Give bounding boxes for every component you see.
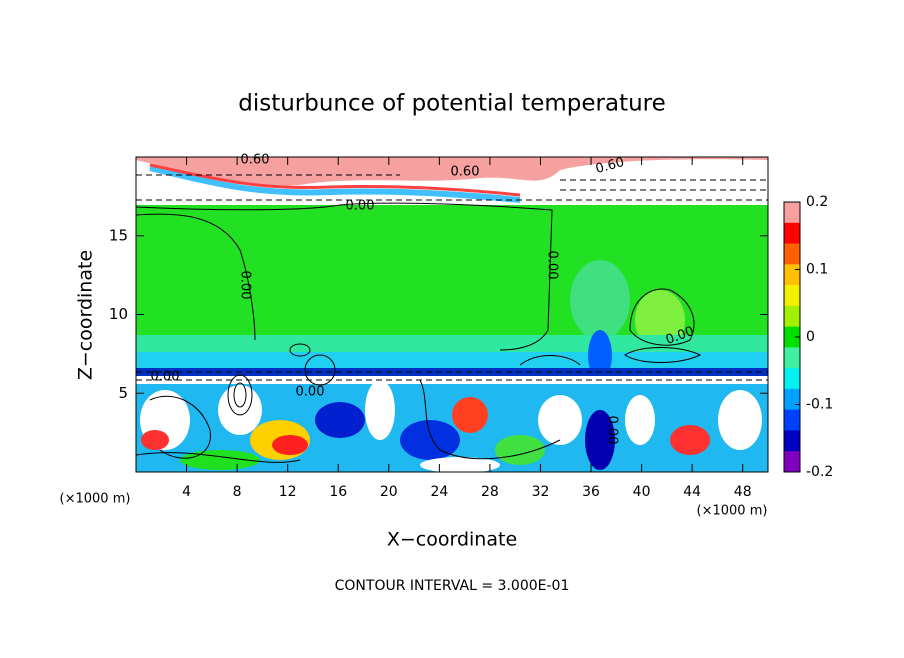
- y-tick-label: 15: [109, 226, 128, 244]
- colorbar-swatch: [784, 222, 800, 245]
- colorbar-swatch: [784, 430, 800, 452]
- colorbar-tick-label: 0.2: [806, 194, 828, 210]
- colorbar-tick-label: -0.1: [806, 397, 833, 413]
- colorbar-swatch: [784, 285, 800, 307]
- footer: CONTOUR INTERVAL = 3.000E-01: [335, 578, 570, 594]
- chart-title: disturbunce of potential temperature: [238, 91, 666, 117]
- y-axis-label: Z−coordinate: [75, 250, 97, 380]
- colorbar-tick-label: 0.1: [806, 262, 828, 278]
- x-unit: (×1000 m): [60, 492, 131, 507]
- contour-label: 0.00: [151, 370, 180, 385]
- y-tick-label: 10: [109, 305, 128, 323]
- colorbar-swatch: [784, 243, 800, 265]
- colorbar-swatch: [784, 388, 800, 411]
- x-tick-label: 12: [279, 484, 297, 500]
- x-tick-label: 20: [380, 484, 398, 500]
- contour-label: 0.00: [238, 271, 253, 300]
- colorbar-swatch: [784, 409, 800, 431]
- contour-label: 0.00: [346, 199, 375, 214]
- x-tick-label: 24: [430, 484, 448, 500]
- contour-label: 0.60: [241, 153, 270, 168]
- x-tick-label: 36: [582, 484, 600, 500]
- x-tick-label: 40: [633, 484, 651, 500]
- x-tick-label: 32: [532, 484, 550, 500]
- x-tick-label: 8: [233, 484, 242, 500]
- field: [136, 157, 768, 472]
- contour-label: 0.00: [296, 385, 325, 400]
- colorbar-tick-label: 0: [806, 329, 815, 345]
- colorbar-swatch: [784, 347, 800, 369]
- x-axis-label: X−coordinate: [387, 529, 517, 551]
- x-unit: (×1000 m): [697, 504, 768, 519]
- y-tick-label: 5: [118, 384, 128, 402]
- colorbar-swatch: [784, 368, 800, 390]
- x-tick-label: 16: [329, 484, 347, 500]
- contour-label: 0.60: [451, 165, 480, 180]
- colorbar-swatch: [784, 451, 800, 473]
- colorbar-swatch: [784, 326, 800, 348]
- x-tick-label: 4: [182, 484, 191, 500]
- colorbar-swatch: [784, 305, 800, 328]
- x-tick-label: 44: [683, 484, 701, 500]
- colorbar-swatch: [784, 202, 800, 224]
- x-tick-label: 28: [481, 484, 499, 500]
- contour-label: 0.60: [594, 155, 626, 177]
- x-tick-label: 48: [734, 484, 752, 500]
- colorbar-tick-label: -0.2: [806, 464, 833, 480]
- contour-label: 0.00: [545, 251, 560, 280]
- colorbar-swatch: [784, 264, 800, 286]
- contour-label: 0.00: [605, 416, 620, 445]
- colorbar: 0.2 0.1 0 -0.1 -0.2: [783, 194, 833, 480]
